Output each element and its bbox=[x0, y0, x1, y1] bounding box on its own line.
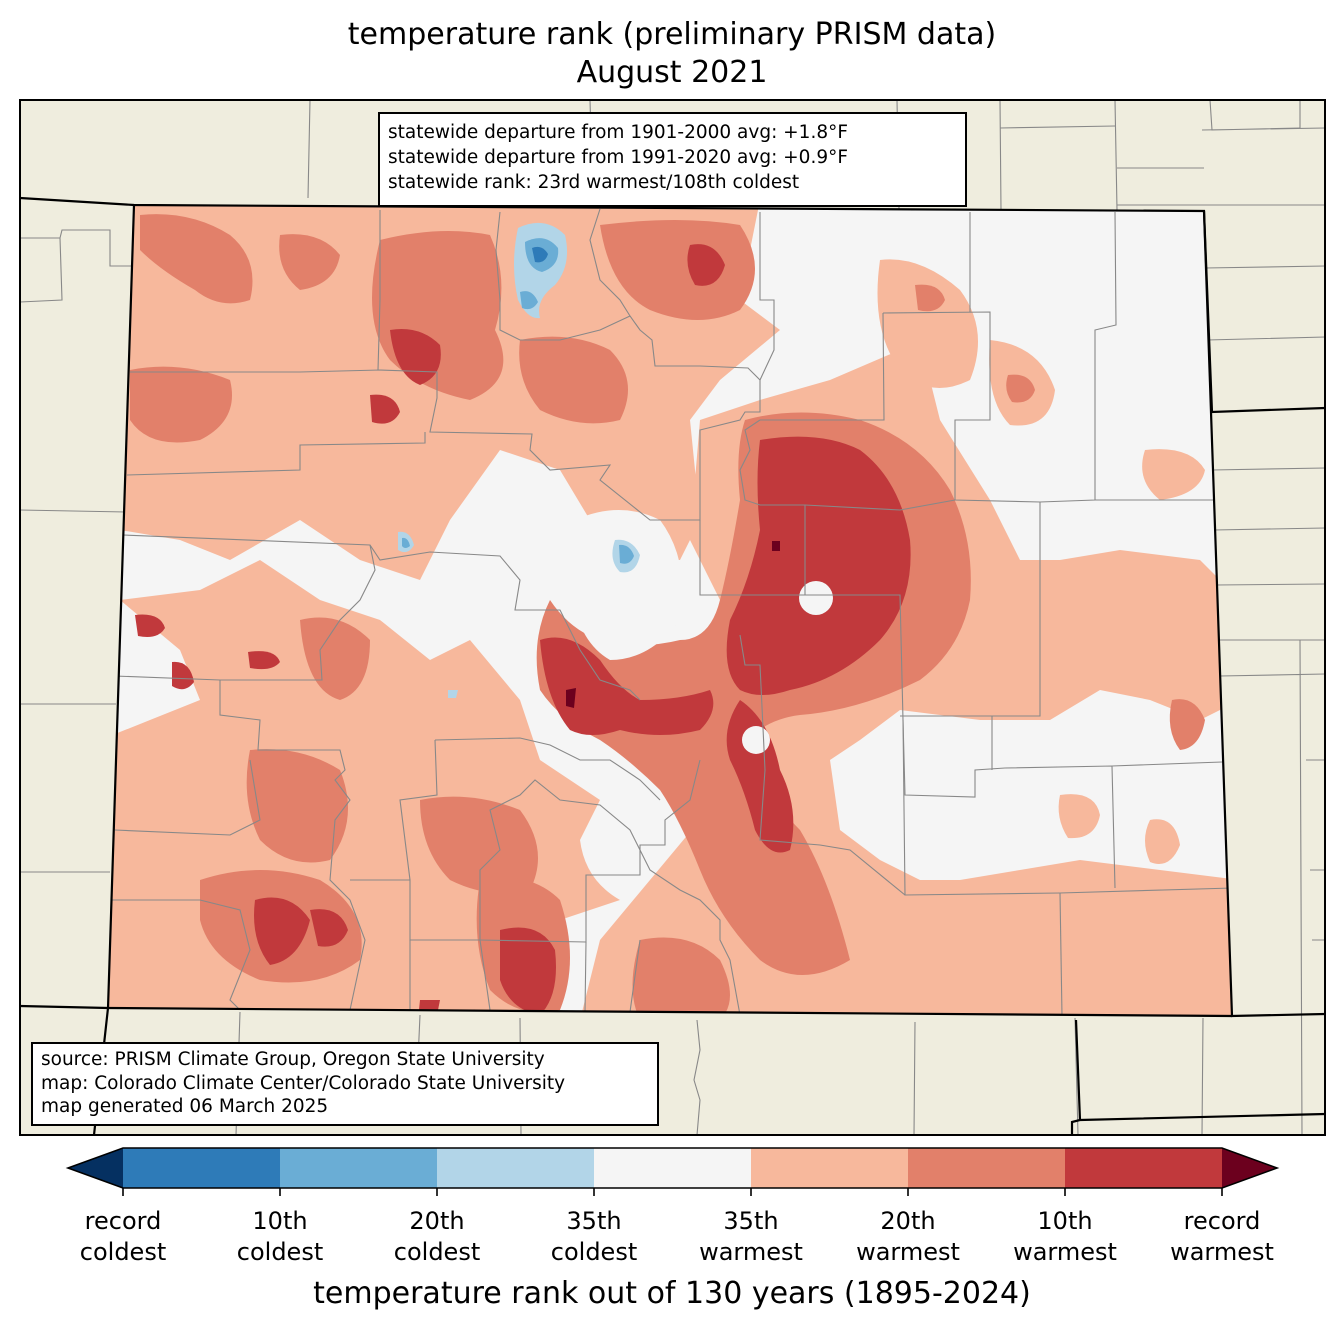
colorbar-ticks bbox=[122, 1188, 1223, 1196]
tick-label-20th-warmest: 20th warmest bbox=[856, 1207, 960, 1266]
colorado-county-lines bbox=[112, 208, 1232, 1016]
map-credit: map: Colorado Climate Center/Colorado St… bbox=[41, 1072, 566, 1094]
colorbar-segment-10th-warmest bbox=[1065, 1148, 1222, 1188]
colorbar-record-warmest-extension bbox=[1222, 1148, 1277, 1188]
colorbar-label: temperature rank out of 130 years (1895-… bbox=[313, 1276, 1031, 1311]
tick-label-record-warmest: record warmest bbox=[1170, 1207, 1274, 1266]
tick-label-10th-warmest: 10th warmest bbox=[1013, 1207, 1117, 1266]
colorbar-segment-35th-coldest bbox=[437, 1148, 594, 1188]
colorbar-segment-near-normal bbox=[594, 1148, 751, 1188]
tick-label-record-coldest: record coldest bbox=[79, 1207, 167, 1266]
tick-label-35th-warmest: 35th warmest bbox=[699, 1207, 803, 1266]
warm-10th-areas bbox=[135, 244, 911, 1016]
map-subtitle: August 2021 bbox=[576, 55, 768, 90]
colorbar-segment-20th-warmest bbox=[908, 1148, 1065, 1188]
source-box: source: PRISM Climate Group, Oregon Stat… bbox=[31, 1042, 659, 1126]
record-warm-spots bbox=[566, 541, 780, 708]
statewide-rank: statewide rank: 23rd warmest/108th colde… bbox=[388, 172, 800, 193]
cold-10th-areas bbox=[532, 246, 548, 263]
departure-1991-2020: statewide departure from 1991-2020 avg: … bbox=[388, 147, 848, 168]
map-frame bbox=[19, 99, 1326, 1136]
colorado-rank-field bbox=[108, 205, 1232, 1016]
source-credit: source: PRISM Climate Group, Oregon Stat… bbox=[41, 1049, 545, 1070]
generated-date: map generated 06 March 2025 bbox=[41, 1096, 329, 1117]
tick-label-35th-coldest: 35th coldest bbox=[550, 1207, 638, 1266]
colorbar-segment-35th-warmest bbox=[751, 1148, 908, 1188]
departure-1901-2000: statewide departure from 1901-2000 avg: … bbox=[388, 122, 848, 143]
map-title: temperature rank (preliminary PRISM data… bbox=[347, 17, 997, 52]
tick-label-10th-coldest: 10th coldest bbox=[236, 1207, 324, 1266]
statewide-stats-box: statewide departure from 1901-2000 avg: … bbox=[378, 112, 967, 207]
state-boundaries bbox=[20, 196, 1325, 1135]
colorbar-segment-10th-coldest bbox=[123, 1148, 280, 1188]
colorbar-segment-20th-coldest bbox=[280, 1148, 437, 1188]
colorbar bbox=[65, 1147, 1280, 1196]
tick-label-20th-coldest: 20th coldest bbox=[393, 1207, 481, 1266]
colorbar-record-coldest-extension bbox=[68, 1148, 123, 1188]
